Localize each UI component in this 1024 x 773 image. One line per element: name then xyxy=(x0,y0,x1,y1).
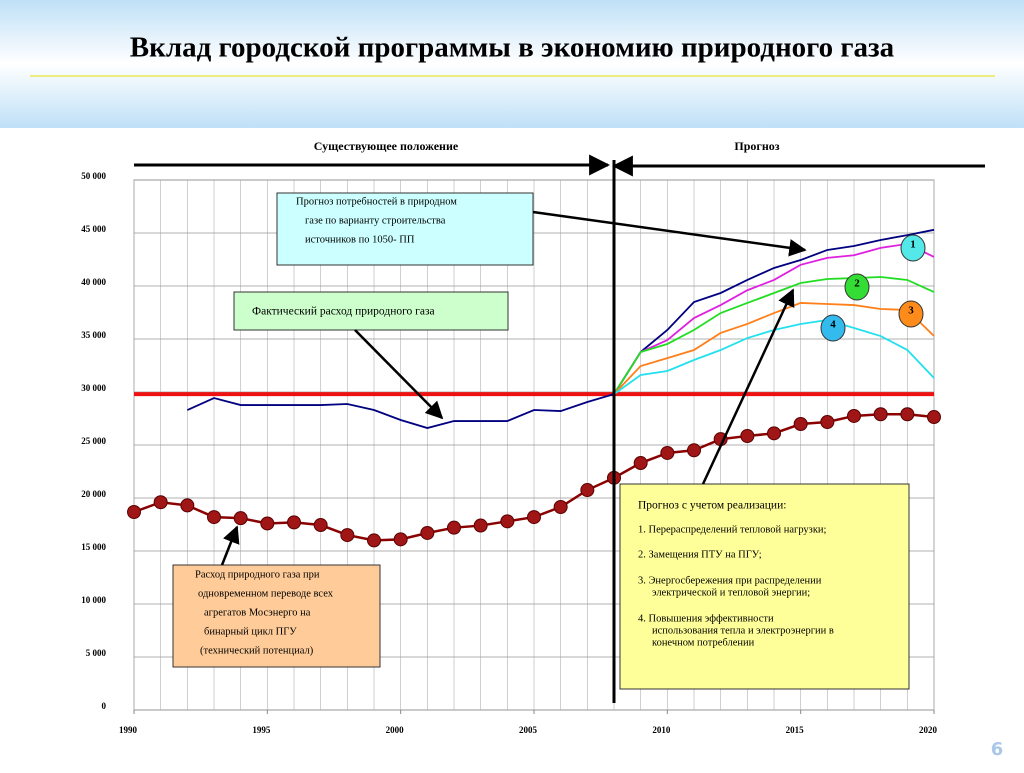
annotation-text: источников по 1050- ПП xyxy=(305,234,415,245)
annotation-arrow xyxy=(701,288,795,485)
y-tick-label: 25 000 xyxy=(81,436,106,446)
x-tick-label: 2000 xyxy=(386,725,405,735)
data-point xyxy=(447,520,461,535)
y-tick-label: 30 000 xyxy=(81,383,106,393)
data-point xyxy=(553,500,568,515)
data-point xyxy=(393,532,408,547)
x-tick-label: 1995 xyxy=(252,725,271,735)
annotation-arrow xyxy=(220,525,240,566)
data-point xyxy=(740,428,755,443)
header-band xyxy=(0,0,1024,128)
period-label: Существующее положение xyxy=(314,139,459,153)
legend-label: 2 xyxy=(854,278,860,290)
y-tick-label: 10 000 xyxy=(81,595,106,605)
annotation-box xyxy=(276,192,534,266)
data-point xyxy=(233,511,248,526)
annotation-text: газе по варианту строительства xyxy=(305,215,446,226)
data-point xyxy=(367,533,381,548)
annotation-box xyxy=(619,483,910,690)
data-point xyxy=(153,495,168,510)
y-tick-label: 15 000 xyxy=(81,542,106,552)
annotation-arrow xyxy=(354,329,444,420)
data-point xyxy=(580,483,595,498)
data-point xyxy=(900,407,915,422)
data-point xyxy=(873,407,888,422)
data-point xyxy=(633,456,648,471)
data-point xyxy=(260,516,275,531)
y-tick-label: 35 000 xyxy=(81,330,106,340)
data-point xyxy=(127,504,141,519)
data-point xyxy=(847,408,861,423)
y-tick-label: 50 000 xyxy=(81,171,106,181)
y-tick-label: 0 xyxy=(102,701,107,711)
legend-badge xyxy=(898,300,924,328)
x-tick-label: 1990 xyxy=(119,725,138,735)
annotation-text: электрической и тепловой энергии; xyxy=(652,587,810,598)
data-point xyxy=(473,518,488,533)
data-point xyxy=(340,528,355,543)
y-tick-label: 45 000 xyxy=(81,224,106,234)
data-point xyxy=(313,518,328,533)
annotation-text: бинарный цикл ПГУ xyxy=(204,626,297,637)
x-tick-label: 2005 xyxy=(519,725,538,735)
legend-badge xyxy=(820,314,846,342)
series-line xyxy=(186,228,935,429)
annotation-text: агрегатов Мосэнерго на xyxy=(204,607,311,618)
annotation-text: Прогноз потребностей в природном xyxy=(296,196,457,207)
data-point xyxy=(287,515,301,530)
annotation-text: одновременном переводе всех xyxy=(198,588,334,599)
data-point xyxy=(180,498,195,513)
x-tick-label: 2015 xyxy=(786,725,805,735)
annotation-text: Расход природного газа при xyxy=(195,569,320,580)
legend-badge xyxy=(900,234,926,262)
annotation-arrow xyxy=(532,210,807,257)
plot: 0 5 000 10 000 15 000 20 000 25 000 30 000 35 0… xyxy=(81,160,941,735)
annotation-text: конечном потреблении xyxy=(652,637,755,648)
data-point xyxy=(927,410,941,425)
series-line xyxy=(613,302,935,395)
page-number: 6 xyxy=(991,739,1004,760)
annotation-text: 1. Перераспределений тепловой нагрузки; xyxy=(638,524,827,535)
annotation-box xyxy=(172,564,381,668)
annotation-text: Фактический расход природного газа xyxy=(252,306,435,318)
data-point xyxy=(527,510,541,525)
x-tick-label: 2010 xyxy=(652,725,671,735)
data-point xyxy=(687,443,701,458)
annotation-box xyxy=(233,291,509,331)
legend-badge xyxy=(844,273,870,301)
data-point xyxy=(767,426,781,441)
chart-title: Вклад городской программы в экономию при… xyxy=(130,32,895,64)
data-point xyxy=(820,414,835,429)
legend-label: 1 xyxy=(910,239,916,251)
x-tick-label: 2020 xyxy=(919,725,938,735)
data-point xyxy=(500,514,515,529)
data-point xyxy=(420,525,435,540)
y-tick-label: 5 000 xyxy=(86,648,107,658)
legend-label: 3 xyxy=(908,305,914,317)
y-tick-label: 40 000 xyxy=(81,277,106,287)
data-point xyxy=(660,445,675,460)
period-label: Прогноз xyxy=(734,139,779,153)
y-tick-label: 20 000 xyxy=(81,489,106,499)
legend-label: 4 xyxy=(830,319,836,331)
annotation-text: 2. Замещения ПТУ на ПГУ; xyxy=(638,549,762,560)
annotation-text: (технический потенциал) xyxy=(200,645,314,656)
data-point xyxy=(207,510,221,525)
annotation-title: Прогноз с учетом реализации: xyxy=(638,500,786,512)
data-point xyxy=(793,417,808,432)
series-line xyxy=(613,276,935,395)
series-line xyxy=(613,242,935,395)
annotation-text: 3. Энергосбережения при распределении xyxy=(638,575,822,586)
annotation-text: 4. Повышения эффективности xyxy=(638,613,774,624)
annotation-text: использования тепла и электроэнергии в xyxy=(652,625,834,636)
